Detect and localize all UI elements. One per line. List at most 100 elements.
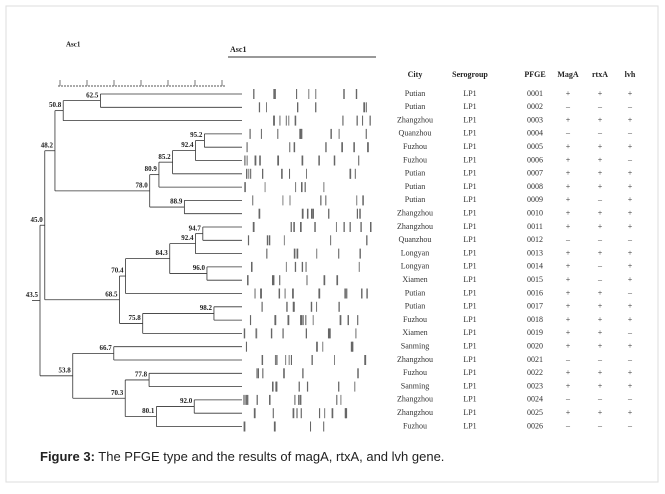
node-similarity: 75.8 (128, 314, 141, 322)
table-cell: + (628, 182, 633, 191)
caption-label: Figure 3: The PFGE type and the results … (40, 449, 444, 464)
table-cell: LP1 (463, 248, 476, 257)
column-header: MagA (557, 70, 579, 79)
table-cell: Quanzhou (399, 235, 432, 244)
node-similarity: 92.4 (181, 141, 194, 149)
table-cell: Longyan (401, 262, 429, 271)
table-cell: LP1 (463, 355, 476, 364)
table-cell: + (598, 302, 603, 311)
table-cell: 0001 (527, 89, 543, 98)
table-cell: LP1 (463, 328, 476, 337)
node-similarity: 92.0 (180, 397, 193, 405)
table-cell: + (598, 381, 603, 390)
table-cell: + (628, 115, 633, 124)
table-cell: 0015 (527, 275, 543, 284)
table-cell: 0007 (527, 169, 543, 178)
table-cell: + (628, 275, 633, 284)
node-similarity: 53.8 (59, 366, 72, 374)
table-cell: 0019 (527, 328, 543, 337)
table-cell: + (566, 275, 571, 284)
table-cell: 0022 (527, 368, 543, 377)
table-cell: LP1 (463, 342, 476, 351)
table-cell: + (628, 315, 633, 324)
table-cell: + (566, 248, 571, 257)
table-cell: + (566, 262, 571, 271)
column-header: Serogroup (452, 70, 488, 79)
table-cell: 0014 (527, 262, 543, 271)
table-cell: + (628, 248, 633, 257)
node-similarity: 95.2 (190, 131, 203, 139)
table-cell: Zhangzhou (397, 395, 433, 404)
table-cell: + (566, 368, 571, 377)
table-cell: LP1 (463, 395, 476, 404)
table-cell: 0023 (527, 381, 543, 390)
table-cell: Zhangzhou (397, 115, 433, 124)
node-similarity: 70.3 (111, 389, 124, 397)
table-cell: 0021 (527, 355, 543, 364)
table-cell: Longyan (401, 248, 429, 257)
table-cell: + (628, 368, 633, 377)
node-similarity: 66.7 (100, 344, 113, 352)
table-cell: + (566, 222, 571, 231)
table-cell: LP1 (463, 155, 476, 164)
table-cell: LP1 (463, 115, 476, 124)
node-similarity: 92.4 (181, 234, 194, 242)
table-cell: LP1 (463, 288, 476, 297)
node-similarity: 68.5 (105, 290, 118, 298)
table-cell: Putian (405, 195, 425, 204)
table-cell: + (598, 248, 603, 257)
table-cell: 0006 (527, 155, 543, 164)
table-cell: + (598, 328, 603, 337)
table-cell: Fuzhou (403, 421, 427, 430)
table-cell: + (598, 169, 603, 178)
table-cell: Zhangzhou (397, 355, 433, 364)
table-cell: + (628, 262, 633, 271)
node-similarity: 85.2 (158, 153, 171, 161)
table-cell: + (628, 302, 633, 311)
table-cell: + (628, 222, 633, 231)
table-cell: Zhangzhou (397, 209, 433, 218)
table-cell: + (566, 155, 571, 164)
column-header: rtxA (592, 70, 608, 79)
node-similarity: 96.0 (193, 264, 206, 272)
table-cell: Putian (405, 288, 425, 297)
table-cell: + (628, 195, 633, 204)
table-cell: + (566, 302, 571, 311)
table-cell: 0018 (527, 315, 543, 324)
table-cell: + (598, 209, 603, 218)
table-cell: LP1 (463, 182, 476, 191)
node-similarity: 88.9 (170, 198, 183, 206)
table-cell: + (566, 209, 571, 218)
table-cell: Sanming (401, 342, 429, 351)
table-cell: 0011 (527, 222, 543, 231)
node-similarity: 48.2 (41, 141, 54, 149)
table-cell: Zhangzhou (397, 408, 433, 417)
table-cell: Sanming (401, 381, 429, 390)
table-cell: + (566, 315, 571, 324)
table-cell: 0026 (527, 421, 543, 430)
node-similarity: 62.5 (86, 91, 99, 99)
column-header: lvh (625, 70, 636, 79)
table-cell: LP1 (463, 408, 476, 417)
table-cell: LP1 (463, 302, 476, 311)
table-cell: LP1 (463, 195, 476, 204)
table-cell: 0003 (527, 115, 543, 124)
table-cell: Quanzhou (399, 129, 432, 138)
node-similarity: 77.8 (135, 371, 148, 379)
table-cell: 0012 (527, 235, 543, 244)
table-cell: + (598, 182, 603, 191)
left-label: Asc1 (66, 41, 81, 49)
table-cell: 0013 (527, 248, 543, 257)
table-cell: 0008 (527, 182, 543, 191)
gel-label: Asc1 (230, 45, 246, 54)
table-cell: LP1 (463, 421, 476, 430)
table-cell: 0016 (527, 288, 543, 297)
table-cell: + (628, 408, 633, 417)
table-cell: Putian (405, 89, 425, 98)
node-similarity: 98.2 (200, 304, 213, 312)
table-cell: + (566, 89, 571, 98)
table-cell: + (566, 195, 571, 204)
column-header: City (408, 70, 423, 79)
table-cell: + (598, 288, 603, 297)
table-cell: LP1 (463, 262, 476, 271)
